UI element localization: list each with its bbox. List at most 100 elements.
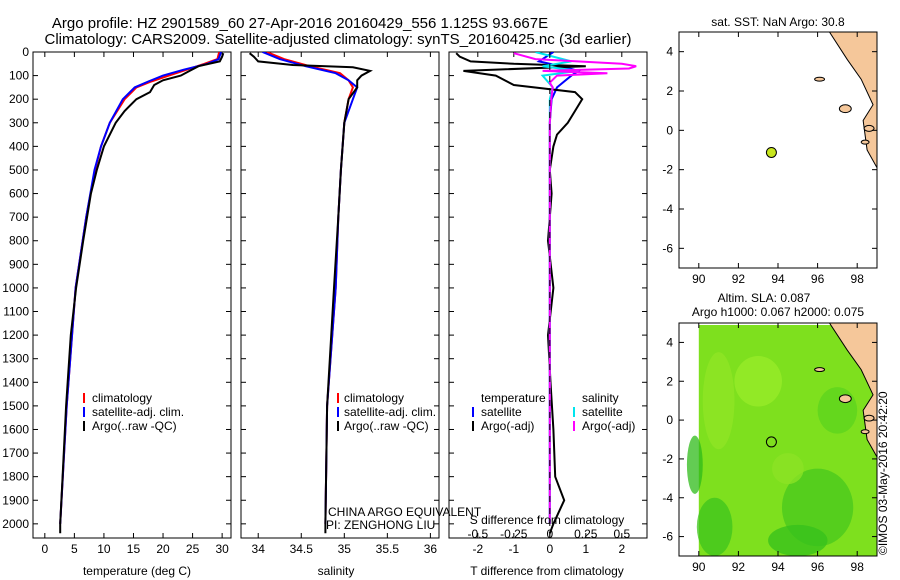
- x-tick-label: 94: [771, 272, 785, 286]
- x-tick-label: -2: [472, 542, 483, 556]
- y-tick-label: 1500: [2, 399, 29, 413]
- x-tick-label: 25: [186, 542, 200, 556]
- x-tick-label: 15: [127, 542, 141, 556]
- x-tick-label: 94: [771, 560, 785, 574]
- s-difference-xlabel: S difference from climatology: [470, 513, 625, 527]
- island: [863, 414, 875, 422]
- temperature-legend: climatology satellite-adj. clim. Argo(..…: [83, 391, 184, 433]
- series-line-argo: [248, 52, 373, 534]
- plot-frame: [240, 51, 440, 539]
- y-tick-label: 100: [9, 69, 29, 83]
- salinity-panel: 34 34.5 35 35.5 36 salinity climatology sate…: [240, 51, 482, 578]
- float-position-marker: [765, 146, 777, 158]
- y-tick-label: 1300: [2, 352, 29, 366]
- salinity-legend: climatology satellite-adj. clim. Argo(..…: [337, 391, 436, 433]
- float-position-marker: [765, 436, 777, 448]
- x-tick-label: 20: [156, 542, 170, 556]
- legend-label-t-argo: Argo(-adj): [481, 419, 534, 433]
- sst-map-panel: sat. SST: NaN Argo: 30.8 90 92 94 96 98 4 2 0 -2…: [662, 15, 878, 286]
- y-tick-label: 300: [9, 116, 29, 130]
- island: [814, 76, 826, 82]
- sumatra-land: [828, 31, 878, 170]
- y-tick-label: 700: [9, 210, 29, 224]
- y-tick-label: 600: [9, 187, 29, 201]
- x-tick-label: 35.5: [376, 542, 400, 556]
- y-tick-label: 1700: [2, 446, 29, 460]
- legend-title-temperature: temperature: [481, 391, 546, 405]
- y-tick-label: 2000: [2, 517, 29, 531]
- x-tick-label: -1: [508, 542, 519, 556]
- y-tick-label: 0: [666, 413, 673, 427]
- y-tick-label: 1800: [2, 470, 29, 484]
- island: [814, 367, 826, 373]
- legend-title-salinity: salinity: [582, 391, 619, 405]
- x-tick-label: 2: [618, 542, 625, 556]
- salinity-xlabel: salinity: [318, 564, 355, 578]
- legend-label-satellite: satellite-adj. clim.: [92, 405, 184, 419]
- temperature-xlabel: temperature (deg C): [83, 564, 191, 578]
- y-tick-label: 1600: [2, 422, 29, 436]
- t-difference-xlabel: T difference from climatology: [470, 564, 624, 578]
- y-tick-label: 1100: [3, 305, 29, 319]
- y-tick-label: 200: [9, 92, 29, 106]
- x-tick-label: 96: [811, 272, 825, 286]
- series-line-t-argo-adj-: [455, 52, 586, 534]
- y-tick-label: 500: [9, 163, 29, 177]
- x-tick-label: 98: [851, 560, 865, 574]
- y-tick-label: 0: [22, 45, 29, 59]
- legend-label-argo: Argo(..raw -QC): [344, 419, 429, 433]
- pi-annotation-line2: PI: ZENGHONG LIU: [326, 518, 435, 532]
- y-tick-label: 2: [666, 374, 673, 388]
- x-tick-label: 1: [582, 542, 589, 556]
- y-tick-label: 1000: [2, 281, 29, 295]
- x-tick-label: 36: [424, 542, 438, 556]
- island: [860, 429, 870, 435]
- s-tick-label: 0.5: [613, 527, 630, 541]
- y-tick-label: 900: [9, 257, 29, 271]
- difference-legend: temperature satellite Argo(-adj) salinit…: [472, 391, 635, 433]
- temperature-panel: 0 5 10 15 20 25 300100200300400500600700800900…: [2, 45, 232, 578]
- series-line-climatology: [266, 52, 355, 524]
- y-tick-label: -6: [662, 241, 673, 255]
- x-tick-label: 96: [811, 560, 825, 574]
- legend-label-s-satellite: satellite: [582, 405, 623, 419]
- legend-label-climatology: climatology: [344, 391, 404, 405]
- y-tick-label: -6: [662, 530, 673, 544]
- y-tick-label: -2: [662, 163, 673, 177]
- sla-anomaly-patch: [768, 524, 828, 556]
- series-line-argo: [59, 52, 225, 534]
- series-group: [59, 52, 225, 534]
- series-line-t-satellite: [536, 52, 582, 524]
- sla-map-panel: Altim. SLA: 0.087 Argo h1000: 0.067 h200…: [662, 291, 878, 574]
- legend-label-satellite: satellite-adj. clim.: [344, 405, 436, 419]
- series-group: [248, 52, 373, 534]
- island: [863, 124, 875, 132]
- series-group: [455, 52, 637, 534]
- legend-label-t-satellite: satellite: [481, 405, 522, 419]
- sla-anomaly-patch: [817, 387, 858, 434]
- legend-label-climatology: climatology: [92, 391, 152, 405]
- y-tick-label: 2: [666, 84, 673, 98]
- series-line-s-satellite: [535, 52, 579, 524]
- figure-title-line1: Argo profile: HZ 2901589_60 27-Apr-2016 …: [52, 15, 548, 32]
- sla-anomaly-patch: [772, 453, 804, 485]
- y-tick-label: 1400: [2, 375, 29, 389]
- s-tick-label: 0.25: [574, 527, 598, 541]
- y-tick-label: 0: [666, 123, 673, 137]
- y-tick-label: 4: [666, 45, 673, 59]
- series-line-satellite-adj-clim-: [59, 52, 222, 524]
- sla-map-title-line2: Argo h1000: 0.067 h2000: 0.075: [692, 305, 864, 319]
- y-tick-label: -4: [662, 491, 673, 505]
- y-tick-label: 400: [9, 139, 29, 153]
- x-tick-label: 92: [732, 272, 746, 286]
- x-tick-label: 35: [338, 542, 352, 556]
- y-tick-label: 800: [9, 234, 29, 248]
- y-tick-label: -4: [662, 202, 673, 216]
- x-tick-label: 5: [71, 542, 78, 556]
- legend-label-argo: Argo(..raw -QC): [92, 419, 177, 433]
- x-tick-label: 92: [732, 560, 746, 574]
- x-tick-label: 10: [97, 542, 111, 556]
- sst-map-title: sat. SST: NaN Argo: 30.8: [711, 15, 845, 29]
- sla-anomaly-patch: [702, 352, 735, 450]
